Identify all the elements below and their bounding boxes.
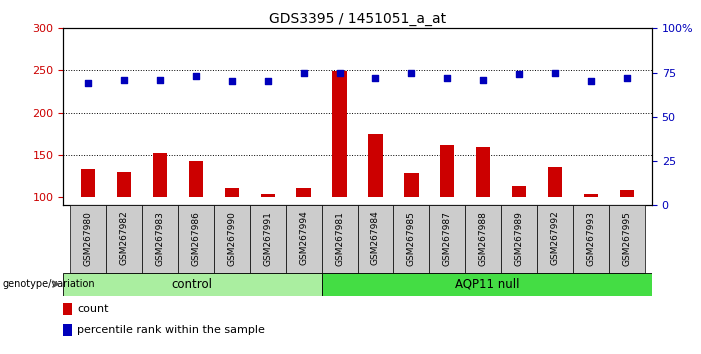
Bar: [117, 172, 131, 197]
Text: GSM267993: GSM267993: [587, 211, 595, 266]
Text: GSM267994: GSM267994: [299, 211, 308, 266]
Point: [621, 75, 632, 81]
Point: [83, 80, 94, 86]
Point: [262, 79, 273, 84]
Text: GSM267990: GSM267990: [227, 211, 236, 266]
FancyBboxPatch shape: [609, 205, 645, 273]
Bar: [547, 167, 562, 197]
FancyBboxPatch shape: [178, 205, 214, 273]
Point: [334, 70, 345, 75]
Point: [191, 73, 202, 79]
FancyBboxPatch shape: [286, 205, 322, 273]
Bar: [261, 194, 275, 197]
Text: GSM267987: GSM267987: [443, 211, 451, 266]
Text: GSM267991: GSM267991: [264, 211, 272, 266]
Text: GSM267992: GSM267992: [550, 211, 559, 266]
Bar: [153, 153, 168, 197]
FancyBboxPatch shape: [214, 205, 250, 273]
Bar: [404, 173, 418, 197]
Bar: [297, 188, 311, 197]
Text: GSM267982: GSM267982: [120, 211, 128, 266]
Point: [442, 75, 453, 81]
Point: [406, 70, 417, 75]
FancyBboxPatch shape: [358, 205, 393, 273]
Bar: [512, 186, 526, 197]
FancyBboxPatch shape: [393, 205, 429, 273]
Text: GSM267985: GSM267985: [407, 211, 416, 266]
FancyBboxPatch shape: [70, 205, 106, 273]
Bar: [620, 190, 634, 197]
FancyBboxPatch shape: [106, 205, 142, 273]
FancyBboxPatch shape: [429, 205, 465, 273]
Bar: [332, 71, 347, 197]
Text: GSM267995: GSM267995: [622, 211, 632, 266]
Point: [550, 70, 561, 75]
Text: genotype/variation: genotype/variation: [3, 279, 95, 289]
FancyBboxPatch shape: [322, 205, 358, 273]
FancyBboxPatch shape: [250, 205, 286, 273]
Text: GSM267988: GSM267988: [479, 211, 488, 266]
Text: GSM267986: GSM267986: [191, 211, 200, 266]
Bar: [63, 324, 72, 336]
Text: GSM267981: GSM267981: [335, 211, 344, 266]
Bar: [224, 188, 239, 197]
FancyBboxPatch shape: [573, 205, 609, 273]
Text: GSM267983: GSM267983: [156, 211, 165, 266]
Text: GSM267989: GSM267989: [515, 211, 524, 266]
Text: count: count: [77, 304, 109, 314]
Text: GSM267984: GSM267984: [371, 211, 380, 266]
Text: percentile rank within the sample: percentile rank within the sample: [77, 325, 265, 335]
Text: AQP11 null: AQP11 null: [454, 278, 519, 291]
Point: [370, 75, 381, 81]
Bar: [63, 303, 72, 315]
Point: [477, 77, 489, 82]
Bar: [189, 161, 203, 197]
Bar: [368, 134, 383, 197]
FancyBboxPatch shape: [322, 273, 652, 296]
Bar: [584, 194, 598, 197]
Bar: [440, 145, 454, 197]
FancyBboxPatch shape: [63, 273, 322, 296]
Point: [226, 79, 238, 84]
Point: [585, 79, 597, 84]
Bar: [81, 169, 95, 197]
FancyBboxPatch shape: [465, 205, 501, 273]
Point: [154, 77, 165, 82]
Point: [298, 70, 309, 75]
Point: [118, 77, 130, 82]
FancyBboxPatch shape: [537, 205, 573, 273]
FancyBboxPatch shape: [501, 205, 537, 273]
Title: GDS3395 / 1451051_a_at: GDS3395 / 1451051_a_at: [269, 12, 446, 26]
FancyBboxPatch shape: [142, 205, 178, 273]
Text: GSM267980: GSM267980: [83, 211, 93, 266]
Text: control: control: [172, 278, 213, 291]
Point: [513, 72, 524, 77]
Bar: [476, 147, 491, 197]
